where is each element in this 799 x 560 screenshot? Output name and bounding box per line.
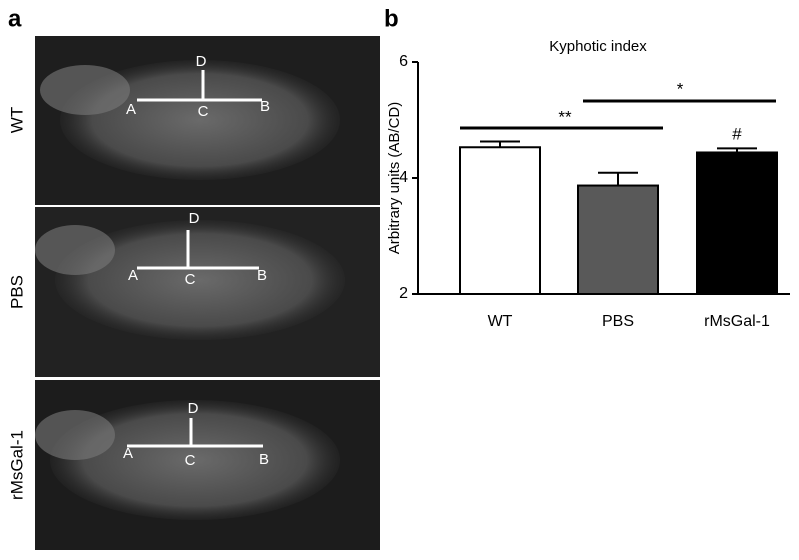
point-label: D [196, 53, 207, 70]
xray-image: D A C B [35, 380, 380, 550]
y-tick-label: 2 [399, 285, 408, 302]
point-label: C [185, 271, 196, 288]
annotation: * [677, 79, 684, 98]
panel-label: b [384, 5, 399, 32]
xray-image: D A C B [35, 36, 380, 205]
point-label: B [257, 267, 267, 284]
row-label: rMsGal-1 [7, 430, 26, 500]
point-label: B [259, 451, 269, 468]
point-label: D [189, 210, 200, 227]
point-label: D [188, 400, 199, 417]
point-label: C [185, 452, 196, 469]
bar [696, 151, 778, 295]
point-label: C [198, 103, 209, 120]
point-label: A [126, 101, 136, 118]
bar [577, 184, 659, 295]
chart-title: Kyphotic index [549, 38, 647, 55]
x-tick-label: PBS [602, 313, 634, 330]
y-tick-label: 4 [399, 169, 408, 186]
point-label: A [123, 445, 133, 462]
row-label: WT [7, 107, 26, 133]
point-label: B [260, 98, 270, 115]
y-axis-label: Arbitrary units (AB/CD) [386, 102, 403, 255]
x-tick-label: WT [488, 313, 513, 330]
x-tick-label: rMsGal-1 [704, 313, 770, 330]
y-tick-label: 6 [399, 53, 408, 70]
panel-label: a [8, 5, 22, 32]
bar [459, 146, 541, 295]
xray-image: D A C B [35, 207, 380, 377]
row-label: PBS [7, 275, 26, 309]
annotation: # [732, 124, 742, 143]
point-label: A [128, 267, 138, 284]
annotation: ** [558, 107, 572, 126]
